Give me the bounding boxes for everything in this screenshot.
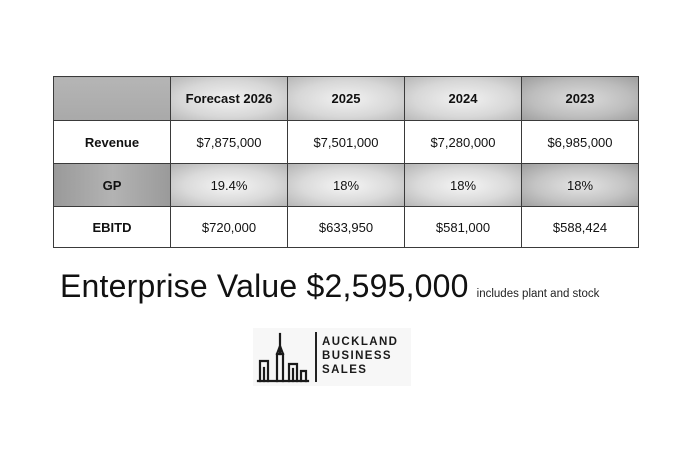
table-row-ebitd: EBITD $720,000 $633,950 $581,000 $588,42…: [53, 206, 639, 248]
logo-wordmark: AUCKLAND BUSINESS SALES: [322, 335, 398, 377]
enterprise-value-line: Enterprise Value $2,595,000 includes pla…: [60, 268, 599, 305]
enterprise-value-note: includes plant and stock: [476, 288, 600, 300]
header-cell-2023: 2023: [521, 76, 639, 121]
table-cell: 18%: [521, 163, 639, 207]
table-cell: $6,985,000: [521, 120, 639, 164]
financials-table: Forecast 2026 2025 2024 2023 Revenue $7,…: [53, 76, 639, 248]
header-cell-corner: [53, 76, 171, 121]
table-cell: $588,424: [521, 206, 639, 248]
table-cell: 19.4%: [170, 163, 288, 207]
table-header-row: Forecast 2026 2025 2024 2023: [53, 76, 639, 121]
row-label-gp: GP: [53, 163, 171, 207]
logo-line-1: AUCKLAND: [322, 336, 399, 348]
header-cell-forecast-2026: Forecast 2026: [170, 76, 288, 121]
table-cell: 18%: [404, 163, 522, 207]
header-cell-2024: 2024: [404, 76, 522, 121]
logo-line-2: BUSINESS: [322, 350, 392, 362]
table-cell: $633,950: [287, 206, 405, 248]
table-cell: $7,875,000: [170, 120, 288, 164]
table-cell: $720,000: [170, 206, 288, 248]
row-label-revenue: Revenue: [53, 120, 171, 164]
logo-line-3: SALES: [322, 364, 368, 376]
logo-divider: [315, 332, 317, 382]
table-cell: $581,000: [404, 206, 522, 248]
table-row-gp: GP 19.4% 18% 18% 18%: [53, 163, 639, 207]
table-cell: 18%: [287, 163, 405, 207]
company-logo: AUCKLAND BUSINESS SALES: [253, 328, 411, 386]
table-cell: $7,280,000: [404, 120, 522, 164]
city-skyline-icon: [256, 332, 310, 383]
enterprise-value-text: Enterprise Value $2,595,000: [60, 268, 469, 304]
table-row-revenue: Revenue $7,875,000 $7,501,000 $7,280,000…: [53, 120, 639, 164]
row-label-ebitd: EBITD: [53, 206, 171, 248]
table-cell: $7,501,000: [287, 120, 405, 164]
header-cell-2025: 2025: [287, 76, 405, 121]
